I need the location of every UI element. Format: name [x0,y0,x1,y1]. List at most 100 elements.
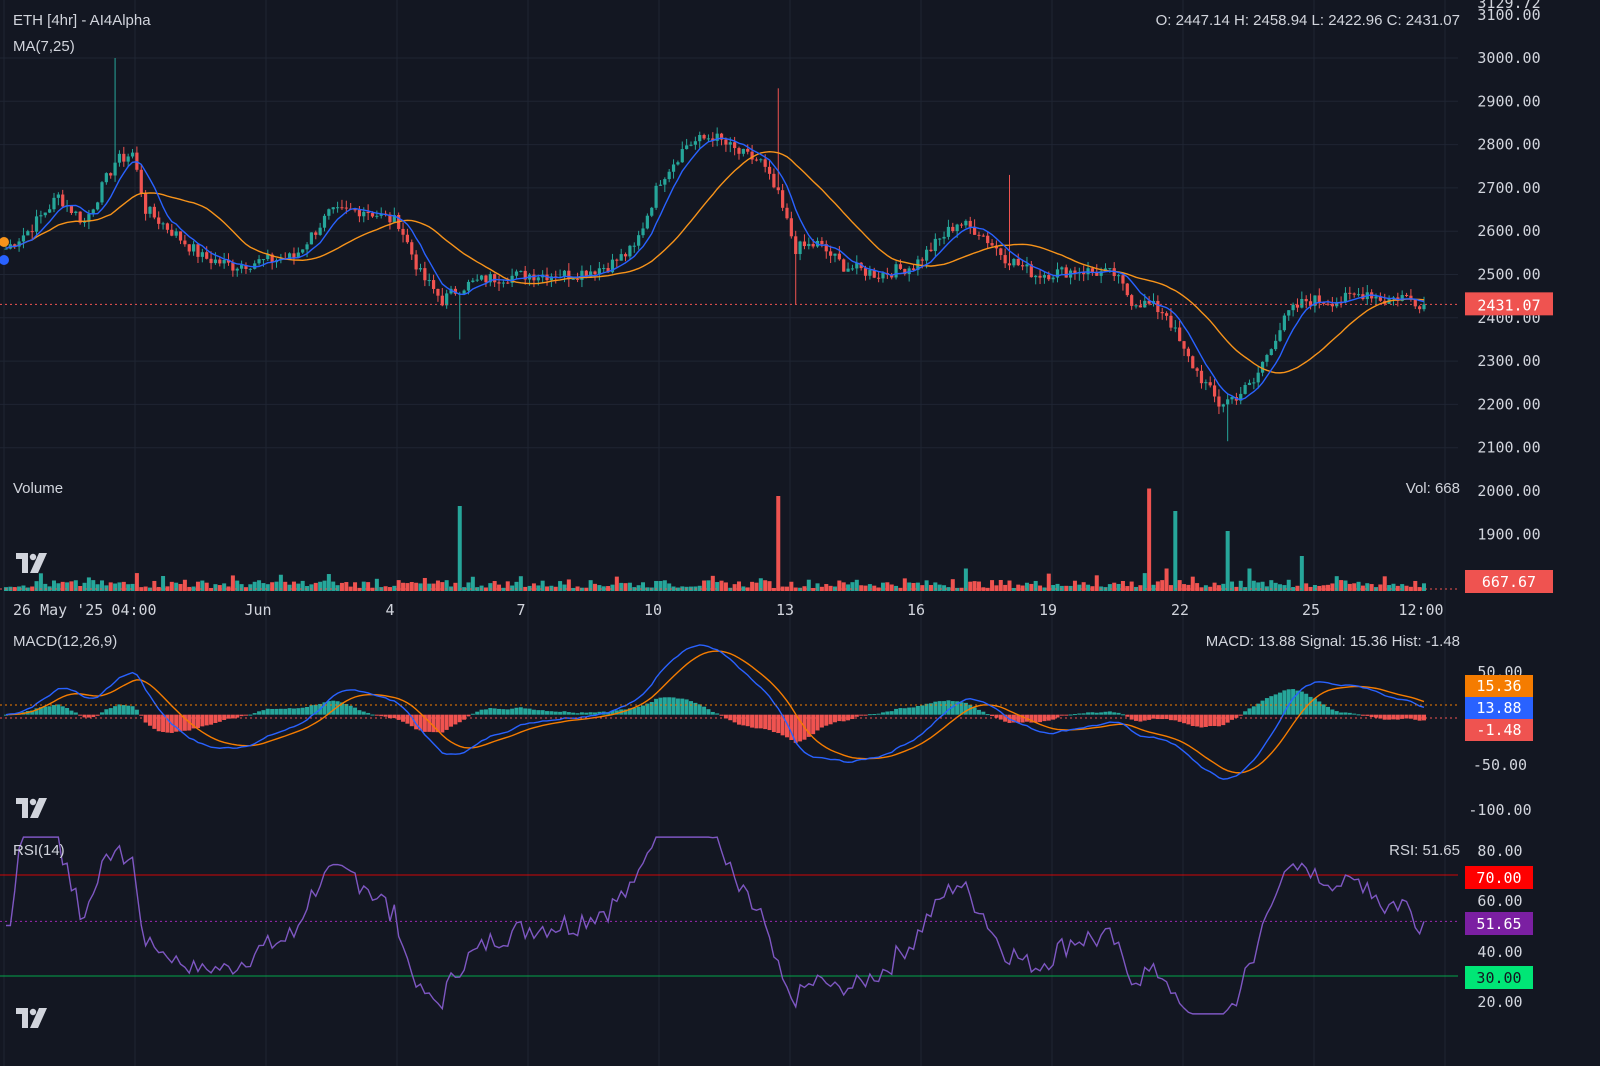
volume-bar [741,586,746,591]
macd-hist-bar [514,707,519,715]
candle-body [235,268,239,271]
candle [746,144,750,155]
candle-body [192,244,196,252]
candle-body [335,207,340,209]
volume-bar [610,584,615,591]
candle-body [977,234,981,236]
candle-body [56,194,60,198]
macd-hist-bar [1417,714,1422,721]
candle [248,268,252,273]
volume-bar [1068,585,1073,591]
macd-hist-bar [38,707,43,715]
volume-bar [518,576,523,591]
volume-bar [1186,584,1191,591]
candle [1252,377,1256,390]
candle-body [536,277,540,281]
macd-hist-bar [348,705,353,715]
volume-bar [719,580,724,591]
macd-hist-bar [1408,714,1413,719]
candle [650,206,654,218]
macd-hist-bar [972,707,977,715]
candle [1003,248,1007,269]
macd-hist-bar [1164,714,1169,719]
macd-hist-bar [34,708,39,715]
candle [1343,287,1348,304]
candle [39,210,43,224]
macd-hist-bar [920,705,925,715]
candle-body [21,235,26,242]
macd-hist-bar [270,708,275,715]
candle [846,262,850,272]
candle [493,273,497,287]
candle [78,211,82,225]
macd-hist-bar [91,714,96,718]
time-tick-label: 25 [1302,601,1320,619]
candle [1208,376,1212,388]
candle [1243,382,1247,395]
macd-hist-bar [854,714,859,717]
macd-hist-bar [1068,714,1073,716]
candle-body [514,271,519,276]
volume-bar [43,583,48,591]
volume-bar [1417,587,1422,591]
candle [964,219,968,228]
candle-body [1134,305,1138,307]
volume-bar [1360,585,1365,591]
macd-hist-bar [846,714,851,721]
candle [776,88,780,195]
volume-bar [1042,587,1047,591]
candle-body [331,207,335,210]
volume-bar [933,582,938,591]
candle-body [877,277,881,279]
volume-bar [1138,585,1143,591]
candle-body [292,253,296,258]
volume-bar [850,582,855,591]
candle [1138,299,1142,308]
candle-body [650,207,654,216]
candle-body [584,270,588,277]
macd-hist-bar [1029,714,1034,723]
price-tick-label: 2200.00 [1477,395,1540,413]
candle-body [375,215,379,217]
volume-bar [946,587,951,591]
volume-bar [588,580,593,591]
candle-body [763,159,767,167]
candle-body [767,166,772,174]
volume-bar [213,584,218,591]
candle-body [903,268,907,275]
candle [1038,268,1042,285]
volume-bar [130,583,135,591]
candle-body [174,231,178,236]
macd-hist-bar [217,714,222,722]
candle [715,127,719,147]
volume-bar [12,587,17,591]
candle-body [1256,372,1260,383]
macd-hist-bar [1422,714,1426,721]
volume-bar [222,583,227,591]
macd-hist-bar [387,714,392,719]
candle-body [69,205,74,213]
candle [1178,320,1182,342]
candle [1300,291,1304,309]
candle [894,261,898,280]
macd-hist-bar [750,714,755,728]
rsi-current-tag [1465,912,1533,935]
candle [161,221,165,230]
candle-body [418,268,423,270]
volume-bar [920,585,925,591]
candle-body [842,259,846,272]
candle-body [1182,341,1186,349]
candle-body [113,162,117,176]
volume-bar [527,585,532,591]
volume-bar [1029,583,1034,591]
macd-hist-bar [968,704,973,715]
candle-body [130,152,135,157]
macd-hist-bar [828,714,833,725]
candle-body [1304,299,1308,302]
macd-hist-bar [204,714,209,726]
candle [1007,174,1012,271]
candle-body [719,133,724,140]
candle [335,201,340,213]
candle-body [619,254,623,261]
